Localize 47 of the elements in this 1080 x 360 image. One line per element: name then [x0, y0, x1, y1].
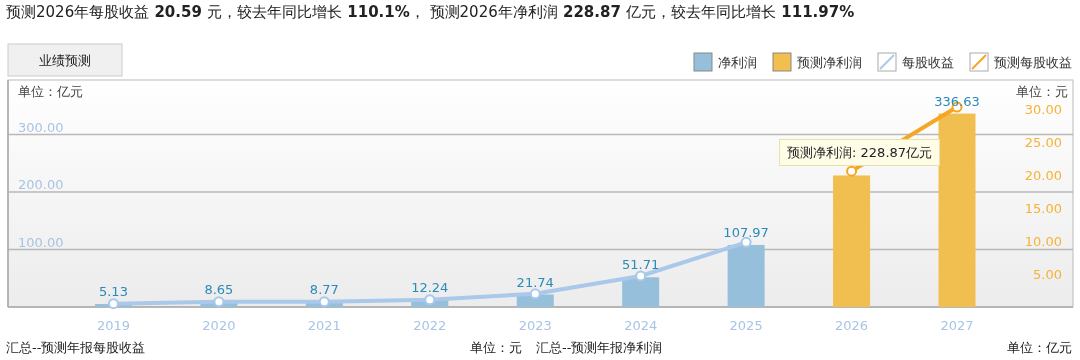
data-label: 336.63	[934, 93, 980, 109]
text: 业绩预测	[39, 53, 91, 68]
x-tick-label: 2023	[518, 318, 552, 333]
data-label: 8.77	[309, 281, 339, 297]
data-label: 21.74	[516, 274, 554, 290]
data-label: 8.65	[204, 282, 234, 298]
x-tick-label: 2020	[202, 318, 236, 333]
legend-label: 预测每股收益	[994, 55, 1072, 70]
text: 单位：亿元	[1007, 340, 1072, 355]
x-tick-label: 2024	[624, 318, 658, 333]
x-tick-label: 2027	[940, 318, 974, 333]
point	[107, 298, 119, 310]
chart-title: 预测2026年每股收益 20.59 元，较去年同比增长 110.1%， 预测2026年净利润 228.87 亿元，较去年同比增长 111.97%	[6, 3, 855, 21]
text: 汇总--预测年报净利润	[536, 340, 663, 355]
x-tick-label: 2022	[413, 318, 447, 333]
point	[213, 296, 225, 308]
y-tick-label: 300.00	[18, 119, 64, 135]
annotation: 预测净利润: 228.87亿元	[787, 145, 933, 161]
data-label: 107.97	[723, 224, 769, 240]
y2-axis-title: 单位：元	[1016, 84, 1068, 99]
legend-label: 净利润	[718, 55, 757, 70]
point	[740, 236, 752, 248]
x-tick-label: 2025	[729, 318, 763, 333]
point	[846, 165, 858, 177]
point	[424, 294, 436, 306]
y-tick-label: 200.00	[18, 177, 64, 193]
y2-tick-label: 25.00	[1024, 135, 1062, 151]
legend-label: 预测净利润	[797, 55, 862, 70]
x-tick-label: 2021	[307, 318, 341, 333]
y2-tick-label: 15.00	[1024, 201, 1062, 217]
point	[529, 288, 541, 300]
y2-tick-label: 5.00	[1033, 267, 1062, 283]
y-tick-label: 100.00	[18, 234, 64, 250]
y2-tick-label: 20.00	[1024, 168, 1062, 184]
legend-label: 每股收益	[902, 55, 954, 70]
point	[318, 296, 330, 308]
y2-tick-label: 10.00	[1024, 234, 1062, 250]
data-label: 5.13	[98, 284, 128, 300]
text: 单位：元	[470, 340, 522, 355]
x-tick-label: 2026	[835, 318, 869, 333]
x-tick-label: 2019	[96, 318, 130, 333]
data-label: 12.24	[411, 279, 449, 295]
data-label: 51.71	[622, 257, 660, 273]
y2-tick-label: 30.00	[1024, 102, 1062, 118]
point	[635, 270, 647, 282]
text: 汇总--预测年报每股收益	[6, 340, 146, 355]
y-axis-title: 单位：亿元	[18, 84, 83, 99]
